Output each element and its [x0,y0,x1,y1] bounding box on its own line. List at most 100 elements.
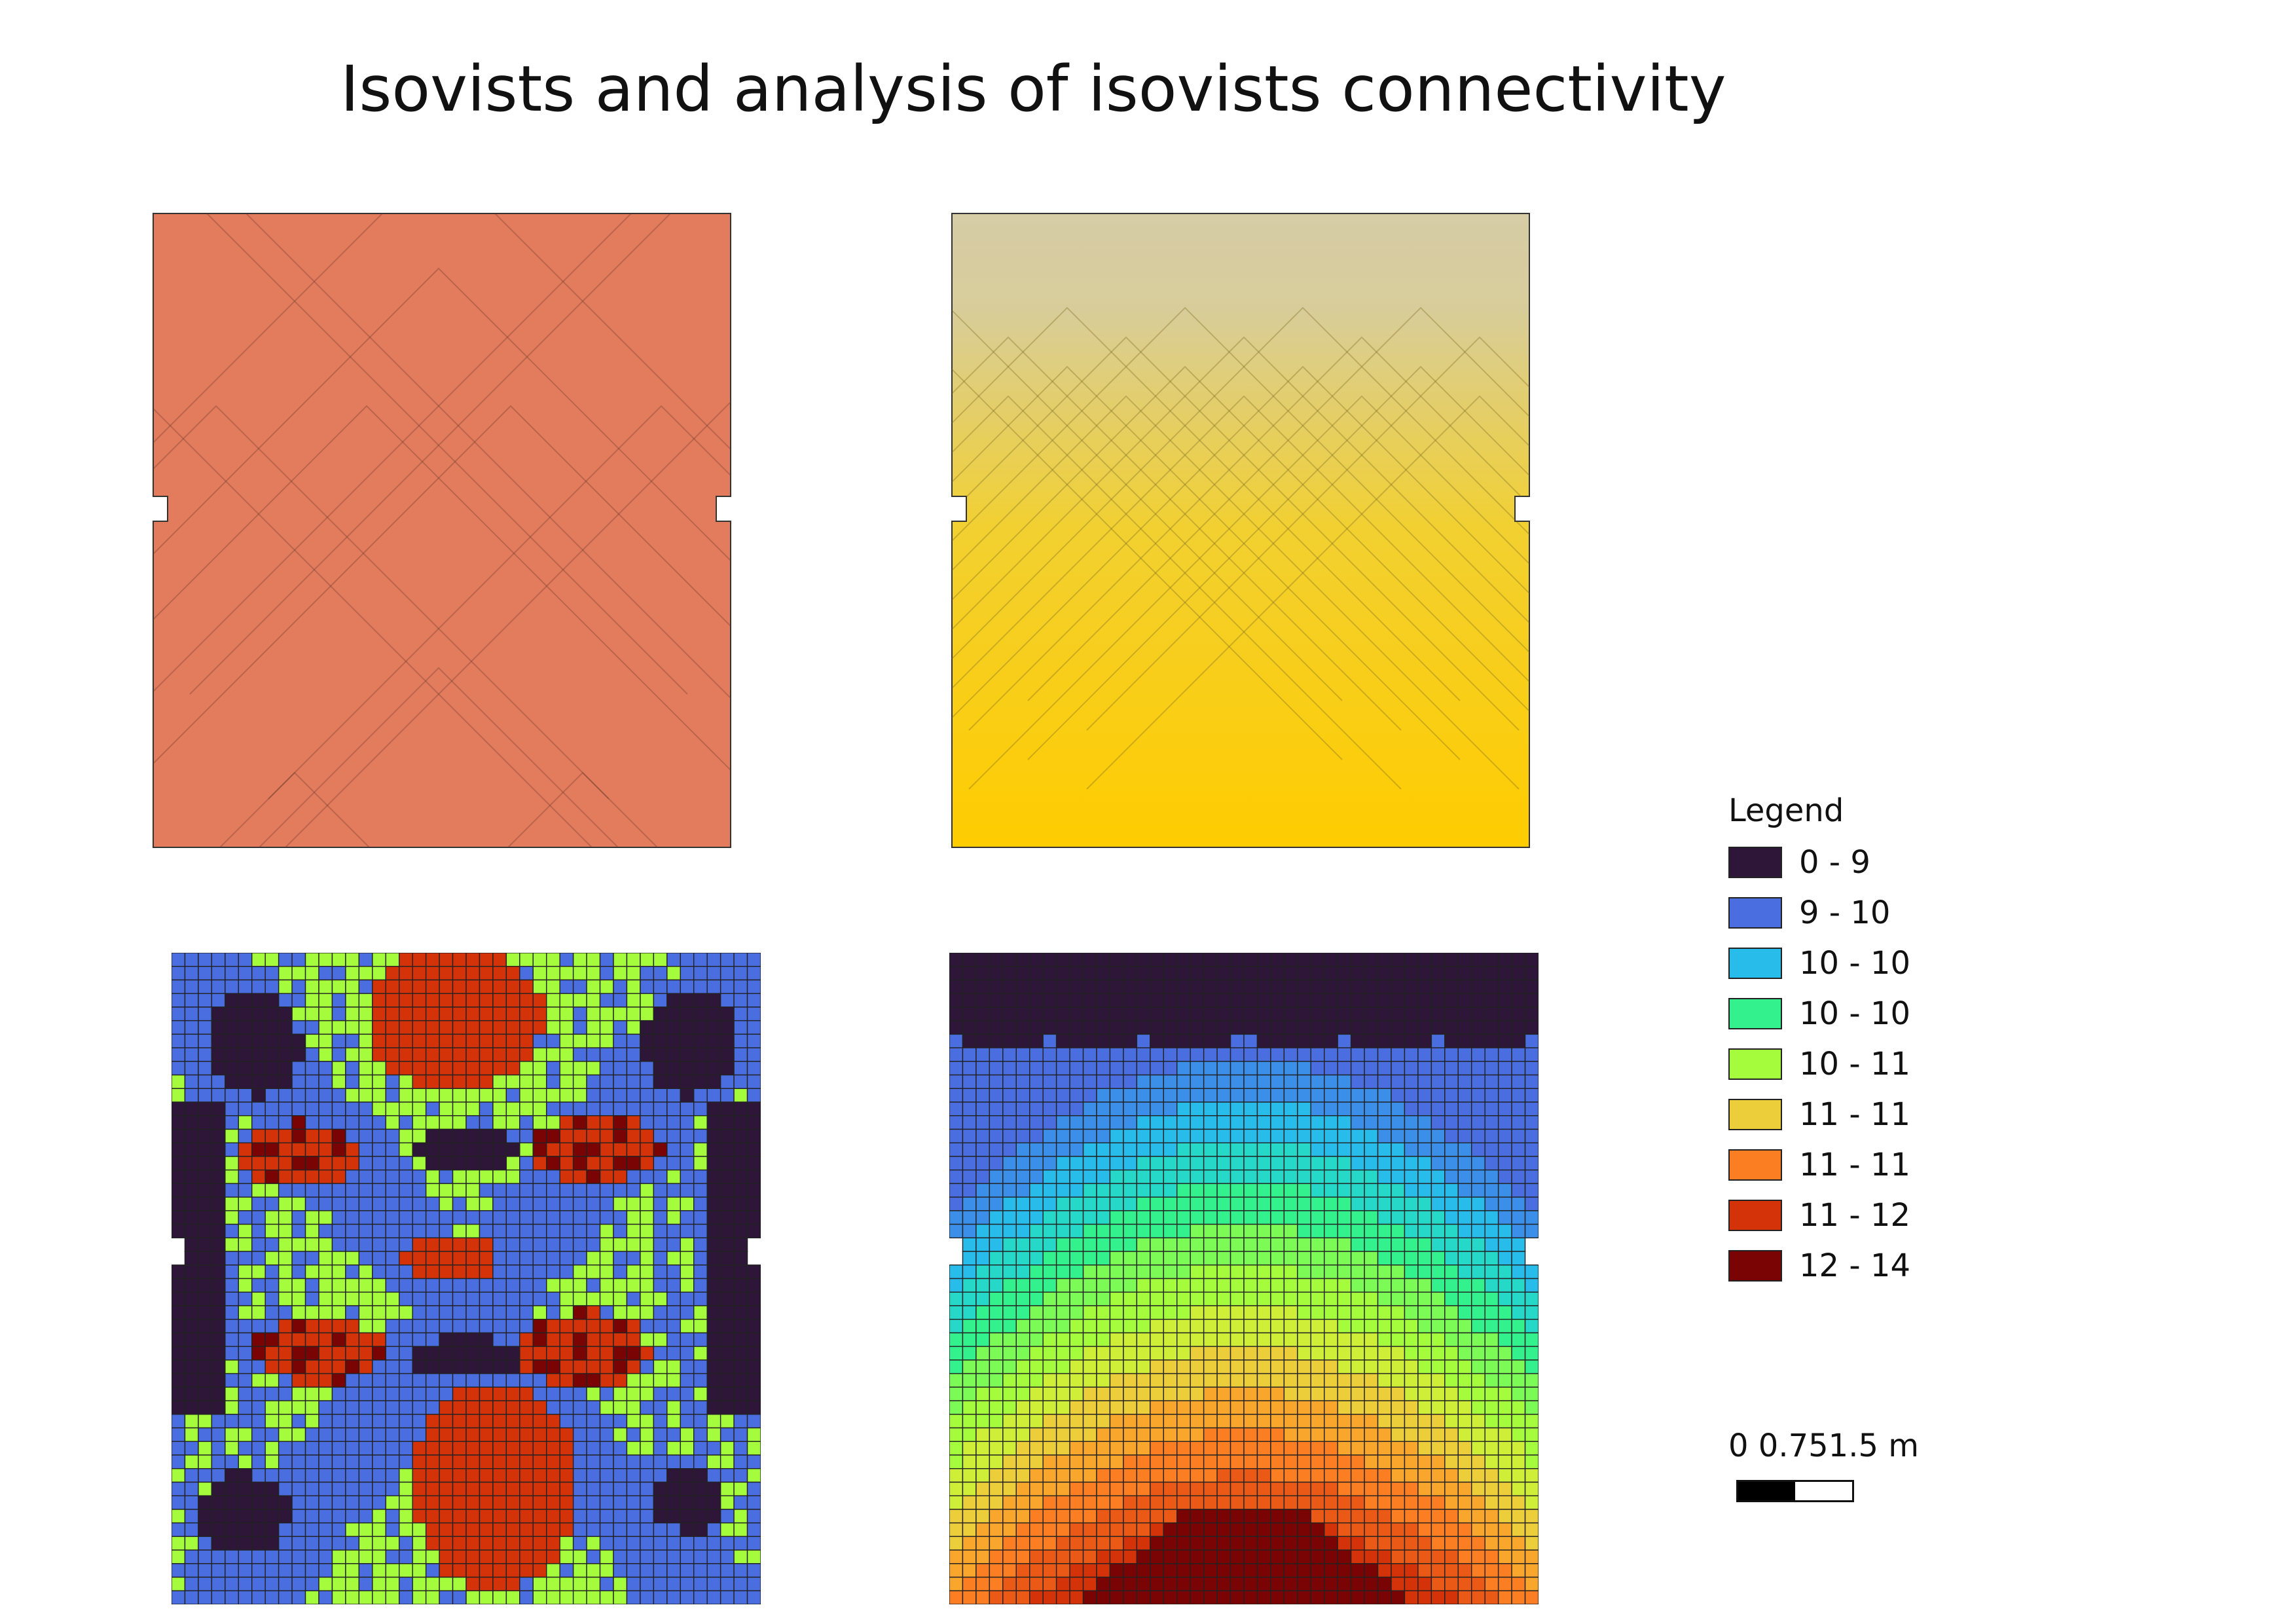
grid-cell [1150,1414,1164,1429]
grid-cell [733,953,748,967]
grid-cell [1471,1576,1485,1591]
grid-cell [989,1563,1004,1578]
grid-cell [1337,1169,1352,1185]
grid-cell [733,1088,748,1103]
grid-cell [1256,1549,1271,1564]
grid-cell [640,1576,655,1591]
grid-cell [1497,1305,1512,1320]
grid-cell [1444,966,1459,981]
grid-cell [1484,1441,1499,1456]
grid-cell [1109,1074,1124,1089]
grid-cell [425,1264,440,1280]
grid-cell [465,1196,481,1211]
grid-cell [962,1291,977,1306]
grid-cell [331,1223,346,1239]
grid-cell [640,1074,655,1089]
grid-cell [640,1033,655,1048]
grid-cell [1430,1576,1446,1591]
grid-cell [559,1210,574,1225]
grid-cell [949,1264,964,1280]
grid-cell [1069,1251,1084,1266]
grid-cell [211,1278,226,1293]
grid-cell [452,1495,467,1510]
grid-cell [1123,1278,1138,1293]
grid-cell [1042,1291,1057,1306]
grid-cell [599,1495,614,1510]
grid-cell [1109,1088,1124,1103]
grid-cell [251,1576,266,1591]
grid-cell [211,1020,226,1035]
grid-cell [1230,1210,1245,1225]
grid-cell [1029,1454,1044,1469]
grid-cell [1243,1522,1258,1538]
grid-cell [559,1522,574,1538]
grid-cell [1270,1427,1285,1442]
grid-cell [746,1318,761,1334]
grid-cell [385,1305,400,1320]
grid-cell [989,1061,1004,1076]
grid-cell [465,1414,481,1429]
grid-cell [1417,1563,1432,1578]
grid-cell [626,1359,641,1375]
grid-cell [1377,1223,1392,1239]
grid-cell [613,1061,628,1076]
grid-cell [1404,1101,1419,1116]
grid-cell [505,1454,520,1469]
grid-cell [1136,979,1151,994]
grid-cell [1444,1359,1459,1375]
grid-cell [492,1074,507,1089]
grid-cell [613,1223,628,1239]
grid-cell [1150,1590,1164,1604]
grid-cell [345,1414,360,1429]
grid-cell [626,1291,641,1306]
grid-cell [1176,1509,1191,1524]
grid-cell [225,1101,239,1116]
grid-cell [1176,1006,1191,1022]
grid-cell [238,1264,253,1280]
grid-cell [479,1509,494,1524]
grid-cell [1150,1169,1164,1185]
grid-cell [962,1033,977,1048]
grid-cell [613,1414,628,1429]
grid-cell [372,1169,386,1185]
grid-cell [1377,1183,1392,1198]
grid-cell [198,993,213,1008]
grid-cell [238,1522,253,1538]
grid-cell [1190,1047,1205,1062]
grid-cell [1310,1332,1325,1347]
grid-cell [211,1454,226,1469]
grid-cell [720,1142,735,1157]
grid-cell [599,1509,614,1524]
grid-cell [1524,1495,1539,1510]
grid-cell [680,1359,695,1375]
grid-cell [1310,1223,1325,1239]
grid-cell [546,1020,560,1035]
grid-cell [412,1522,427,1538]
grid-cell [1082,1020,1097,1035]
grid-cell [1216,1346,1231,1361]
grid-cell [666,1495,681,1510]
grid-cell [626,1006,641,1022]
grid-cell [1150,1305,1164,1320]
grid-cell [1270,1061,1285,1076]
grid-cell [519,1400,534,1415]
grid-cell [1096,1210,1111,1225]
grid-cell [532,1563,547,1578]
grid-cell [399,1088,413,1103]
grid-cell [746,1088,761,1103]
grid-cell [399,1223,413,1239]
grid-cell [1511,966,1526,981]
grid-cell [640,1088,655,1103]
grid-cell [1203,1509,1218,1524]
grid-cell [586,1427,601,1442]
grid-cell [746,1183,761,1198]
grid-cell [211,1237,226,1252]
grid-cell [1150,1264,1164,1280]
grid-cell [1297,1576,1311,1591]
grid-cell [439,1414,454,1429]
grid-cell [1377,1061,1392,1076]
grid-cell [184,1359,199,1375]
grid-cell [1256,1033,1271,1048]
grid-cell [1417,1128,1432,1143]
grid-cell [225,1400,239,1415]
